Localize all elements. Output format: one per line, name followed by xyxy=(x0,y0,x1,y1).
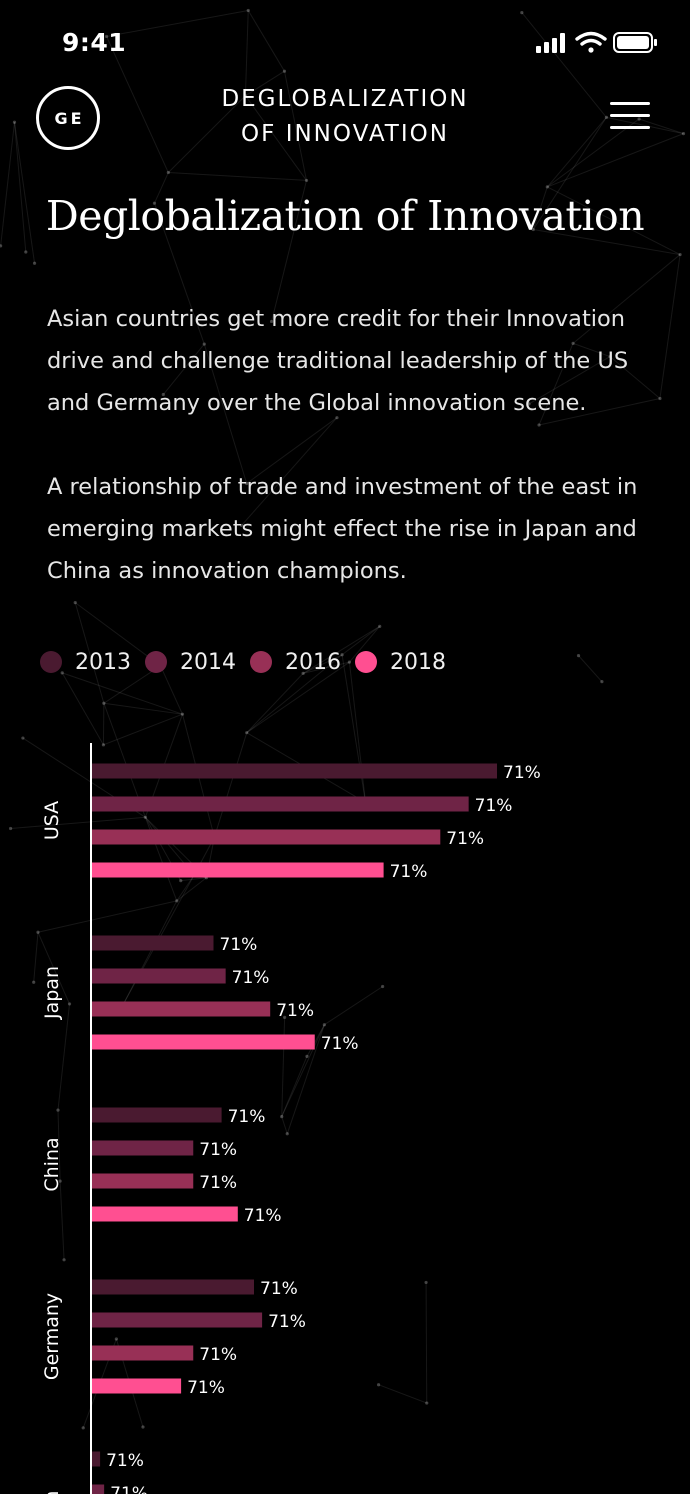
bar-usa-2014 xyxy=(92,796,469,812)
cellular-signal-icon xyxy=(536,33,565,53)
legend-label: 2016 xyxy=(285,649,341,675)
bar-germany-2018 xyxy=(92,1378,182,1394)
ge-logo[interactable]: GE xyxy=(36,86,100,150)
status-icons xyxy=(536,31,657,53)
bar-germany-2016 xyxy=(92,1345,194,1361)
data-label-usa-2018: 71% xyxy=(390,862,428,882)
legend-item-2018[interactable]: 2018 xyxy=(355,650,446,675)
bar-sweden-2014 xyxy=(92,1484,105,1494)
bar-sweden-2013 xyxy=(92,1451,101,1467)
bar-germany-2013 xyxy=(92,1279,254,1295)
bar-usa-2013 xyxy=(92,763,497,779)
legend-label: 2013 xyxy=(75,649,131,675)
logo-text: GE xyxy=(54,108,85,128)
legend-label: 2018 xyxy=(390,649,446,675)
bar-china-2014 xyxy=(92,1140,194,1156)
category-label-usa: USA xyxy=(41,801,63,840)
legend-dot-icon xyxy=(250,651,272,673)
bar-usa-2016 xyxy=(92,829,441,845)
data-label-china-2018: 71% xyxy=(244,1206,282,1226)
bar-china-2016 xyxy=(92,1173,194,1189)
data-label-usa-2013: 71% xyxy=(503,763,541,783)
status-time: 9:41 xyxy=(62,28,127,57)
wifi-icon xyxy=(575,31,607,53)
bar-japan-2016 xyxy=(92,1001,271,1017)
data-label-japan-2013: 71% xyxy=(220,935,258,955)
legend-item-2016[interactable]: 2016 xyxy=(250,650,341,675)
data-label-japan-2014: 71% xyxy=(232,968,270,988)
data-label-usa-2014: 71% xyxy=(475,796,513,816)
page-title: Deglobalization of Innovation xyxy=(45,192,645,240)
bar-china-2013 xyxy=(92,1107,222,1123)
data-label-japan-2016: 71% xyxy=(276,1001,314,1021)
legend-dot-icon xyxy=(355,651,377,673)
data-label-germany-2014: 71% xyxy=(268,1312,306,1332)
intro-paragraph-1: Asian countries get more credit for thei… xyxy=(47,306,629,416)
category-label-sweden: den xyxy=(41,1491,63,1494)
legend-item-2014[interactable]: 2014 xyxy=(145,650,236,675)
header-title-line1: DEGLOBALIZATION xyxy=(221,86,469,112)
data-label-sweden-2013: 71% xyxy=(106,1451,144,1471)
data-label-usa-2016: 71% xyxy=(446,829,484,849)
legend-label: 2014 xyxy=(180,649,236,675)
category-label-china: China xyxy=(41,1137,63,1191)
legend-dot-icon xyxy=(145,651,167,673)
bar-japan-2014 xyxy=(92,968,226,984)
category-label-japan: Japan xyxy=(41,966,63,1020)
header-title: DEGLOBALIZATION OF INNOVATION xyxy=(195,82,495,152)
chart-legend: 2013 2014 2016 2018 xyxy=(40,646,460,678)
data-label-china-2013: 71% xyxy=(228,1107,266,1127)
data-label-germany-2018: 71% xyxy=(187,1378,225,1398)
bar-germany-2014 xyxy=(92,1312,263,1328)
legend-dot-icon xyxy=(40,651,62,673)
data-label-germany-2016: 71% xyxy=(199,1345,237,1365)
data-label-germany-2013: 71% xyxy=(260,1279,298,1299)
header-title-line2: OF INNOVATION xyxy=(241,121,449,147)
legend-item-2013[interactable]: 2013 xyxy=(40,650,131,675)
data-label-sweden-2014: 71% xyxy=(110,1484,148,1494)
bar-usa-2018 xyxy=(92,862,384,878)
data-label-japan-2018: 71% xyxy=(321,1034,359,1054)
hamburger-menu-icon[interactable] xyxy=(610,102,650,130)
data-label-china-2016: 71% xyxy=(199,1173,237,1193)
bar-japan-2013 xyxy=(92,935,214,951)
intro-paragraph-2: A relationship of trade and investment o… xyxy=(47,474,638,584)
bar-japan-2018 xyxy=(92,1034,315,1050)
bar-china-2018 xyxy=(92,1206,238,1222)
category-label-germany: Germany xyxy=(41,1293,63,1380)
battery-icon xyxy=(613,32,657,53)
data-label-china-2014: 71% xyxy=(199,1140,237,1160)
